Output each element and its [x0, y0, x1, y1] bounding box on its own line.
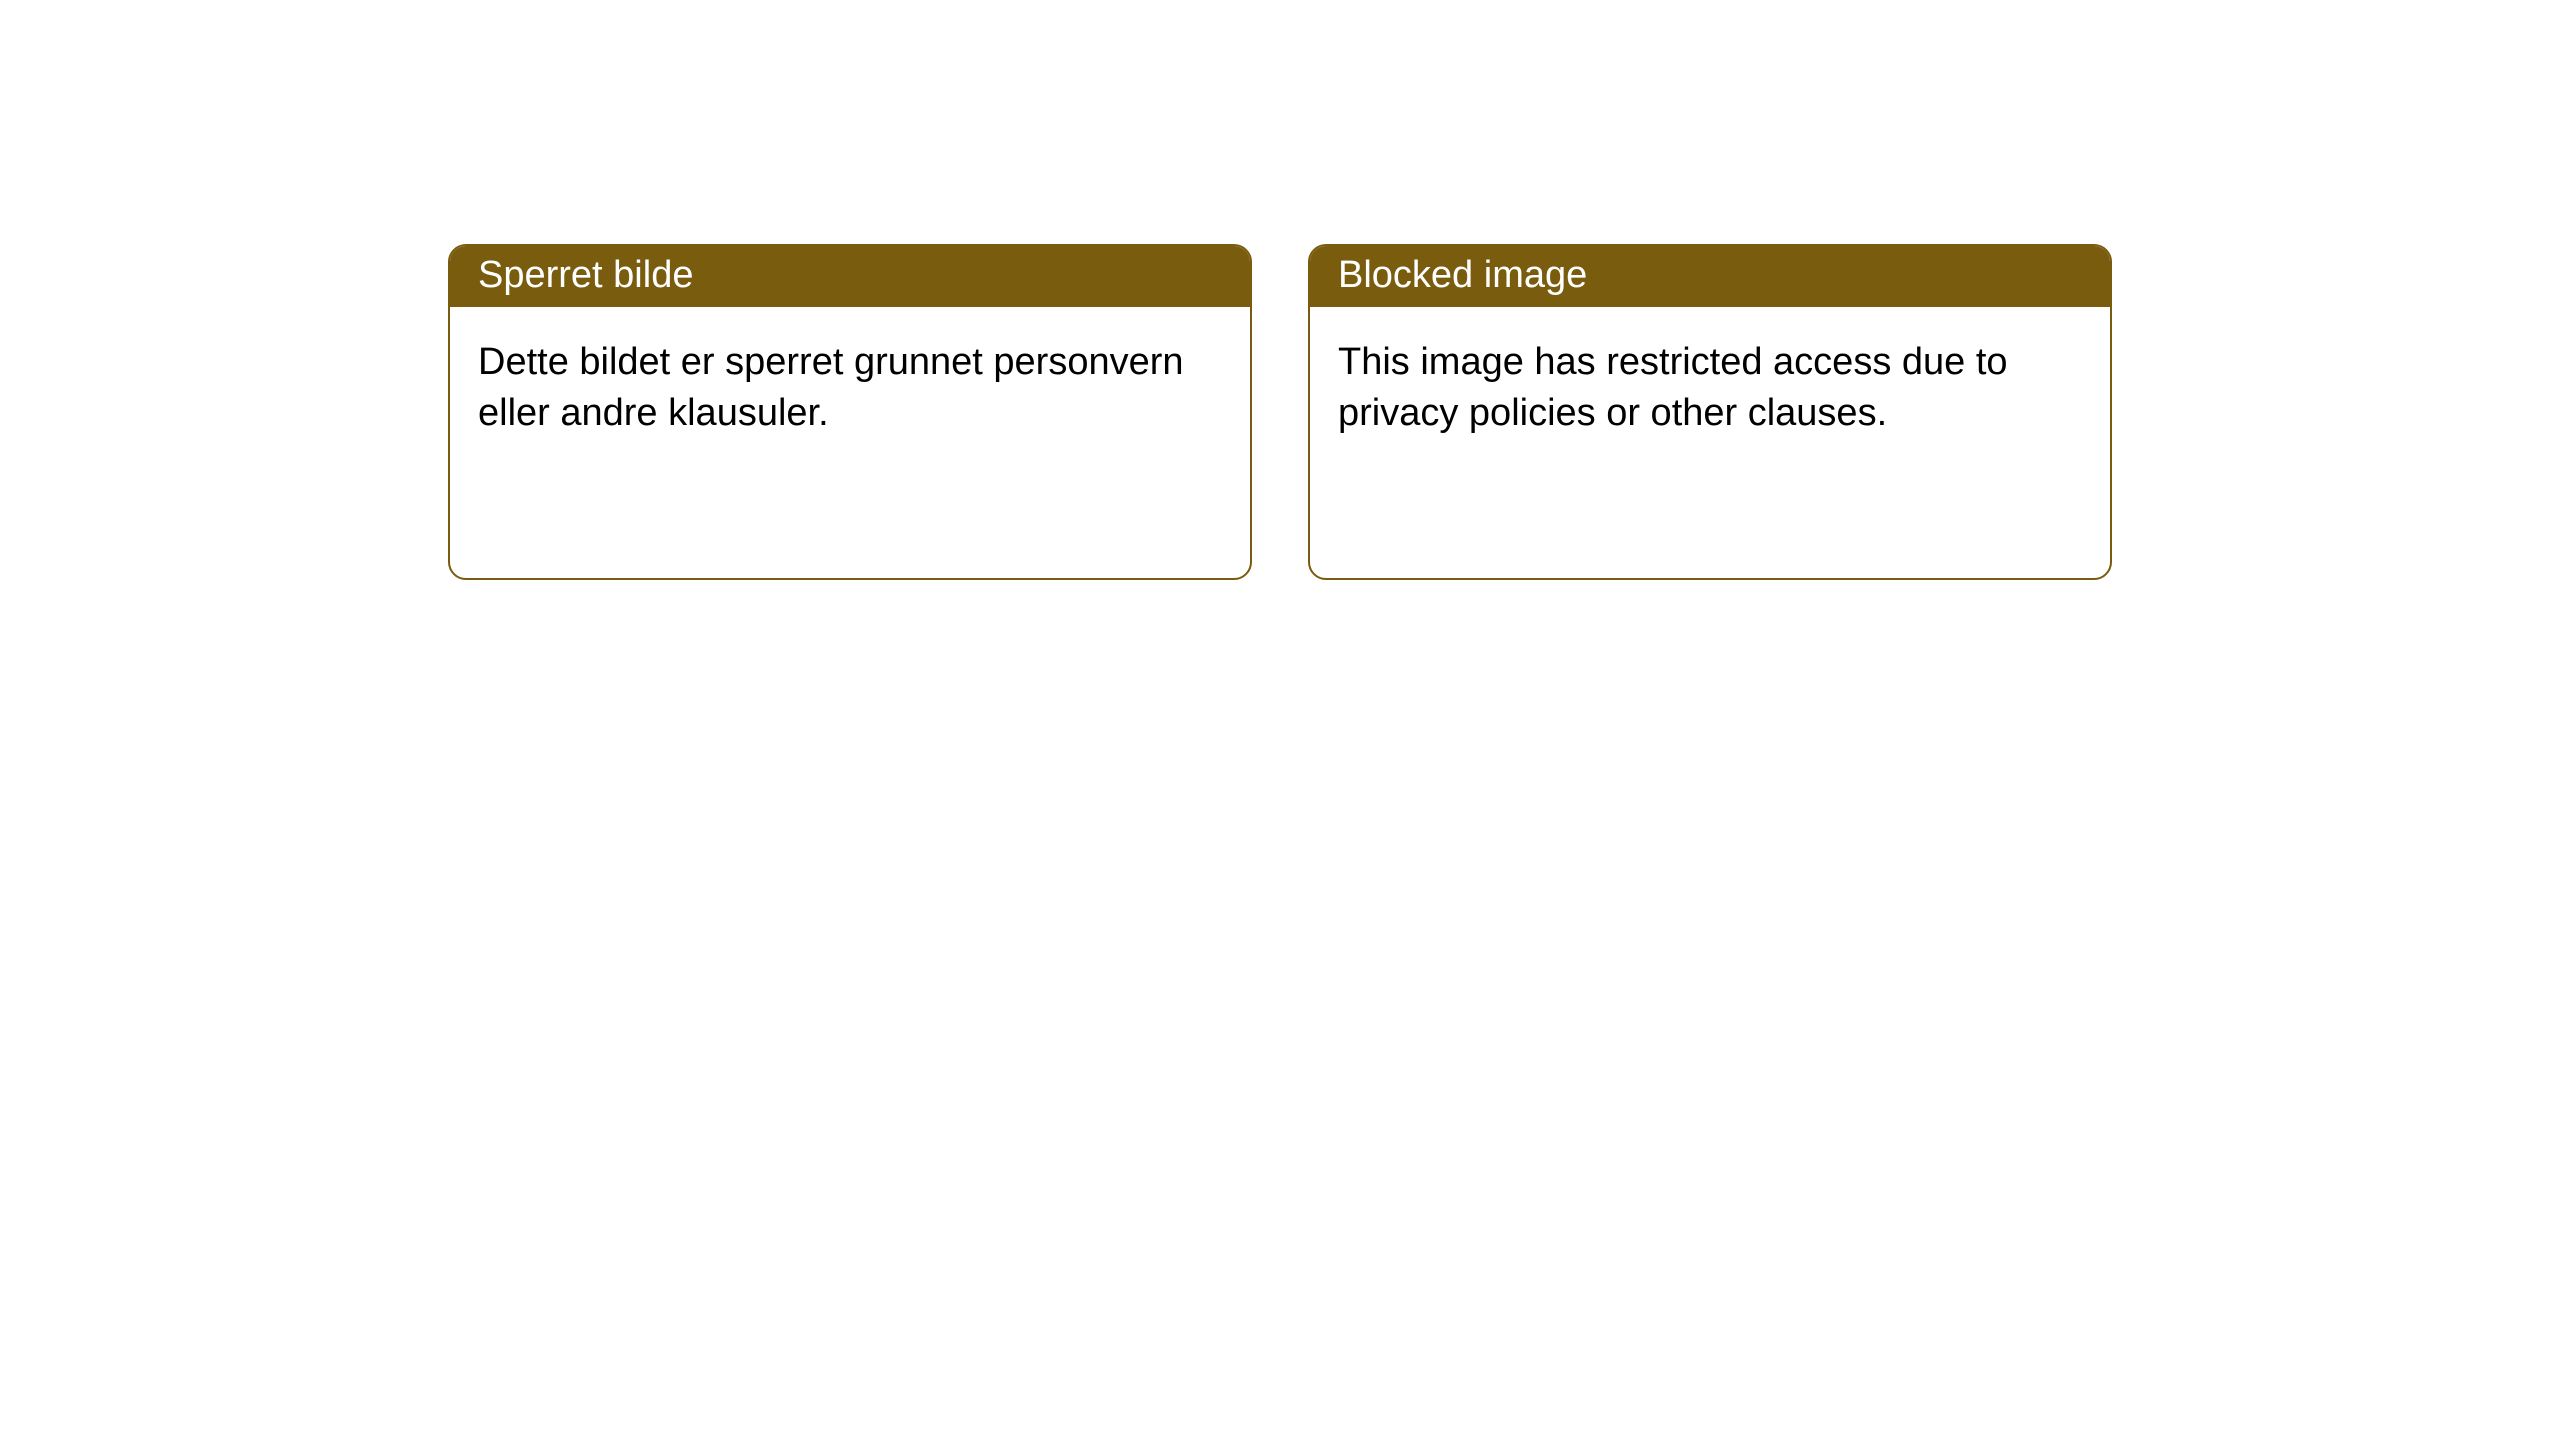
notice-card-english: Blocked image This image has restricted … [1308, 244, 2112, 580]
notice-body: This image has restricted access due to … [1310, 307, 2110, 470]
notice-body-text: Dette bildet er sperret grunnet personve… [478, 341, 1184, 434]
notice-title: Blocked image [1338, 254, 1587, 296]
notice-title: Sperret bilde [478, 254, 693, 296]
notice-header: Blocked image [1310, 246, 2110, 307]
notice-card-norwegian: Sperret bilde Dette bildet er sperret gr… [448, 244, 1252, 580]
notice-header: Sperret bilde [450, 246, 1250, 307]
notice-body-text: This image has restricted access due to … [1338, 341, 2008, 434]
notice-container: Sperret bilde Dette bildet er sperret gr… [0, 0, 2560, 580]
notice-body: Dette bildet er sperret grunnet personve… [450, 307, 1250, 470]
